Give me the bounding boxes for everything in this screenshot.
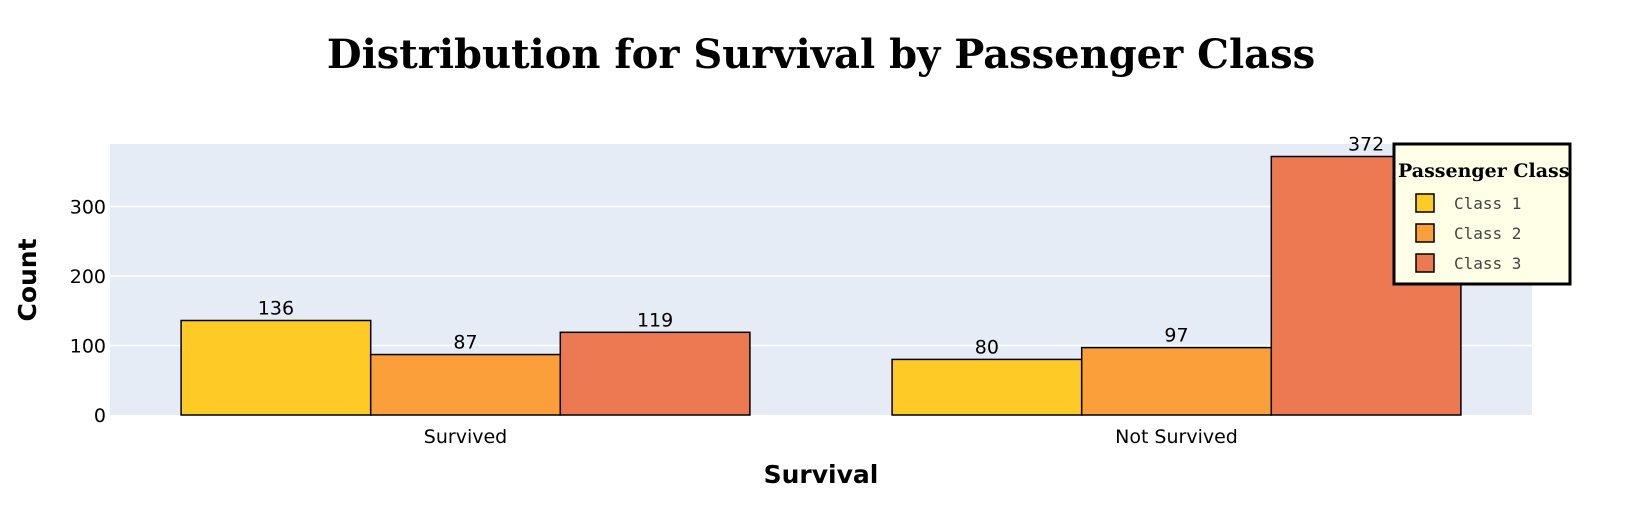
x-tick-label: Survived xyxy=(424,426,507,448)
legend-swatch[interactable] xyxy=(1415,253,1435,273)
bar[interactable] xyxy=(891,358,1083,416)
bar[interactable] xyxy=(369,353,562,416)
legend-title: Passenger Class xyxy=(1398,160,1569,182)
bar-value-label: 87 xyxy=(453,332,477,354)
bar[interactable] xyxy=(180,319,372,416)
bar[interactable] xyxy=(559,331,751,416)
legend-label[interactable]: Class 1 xyxy=(1454,194,1521,213)
x-axis-ticks: Survived Not Survived xyxy=(424,426,1238,448)
legend-label[interactable]: Class 2 xyxy=(1454,224,1521,243)
data-labels: 136 87 119 80 97 372 xyxy=(258,134,1384,359)
x-tick-label: Not Survived xyxy=(1115,426,1238,448)
bar-value-label: 97 xyxy=(1164,325,1188,347)
y-tick-label: 100 xyxy=(70,336,106,358)
legend-swatch[interactable] xyxy=(1415,193,1435,213)
bar-value-label: 136 xyxy=(258,297,294,319)
bar-value-label: 372 xyxy=(1348,134,1384,156)
bars xyxy=(180,155,1462,416)
legend[interactable]: Passenger Class Class 1 Class 2 Class 3 xyxy=(1392,142,1572,286)
y-axis-title: Count xyxy=(13,238,42,321)
y-tick-label: 300 xyxy=(70,197,106,219)
bar-value-label: 119 xyxy=(637,309,673,331)
bar[interactable] xyxy=(1080,346,1273,416)
y-tick-label: 0 xyxy=(94,405,106,427)
chart-title: Distribution for Survival by Passenger C… xyxy=(327,31,1315,78)
bar-value-label: 80 xyxy=(975,336,999,358)
legend-swatch[interactable] xyxy=(1415,223,1435,243)
x-axis-title: Survival xyxy=(764,460,879,489)
y-tick-label: 200 xyxy=(70,266,106,288)
legend-label[interactable]: Class 3 xyxy=(1454,254,1521,273)
y-axis-ticks: 0 100 200 300 xyxy=(70,197,106,427)
